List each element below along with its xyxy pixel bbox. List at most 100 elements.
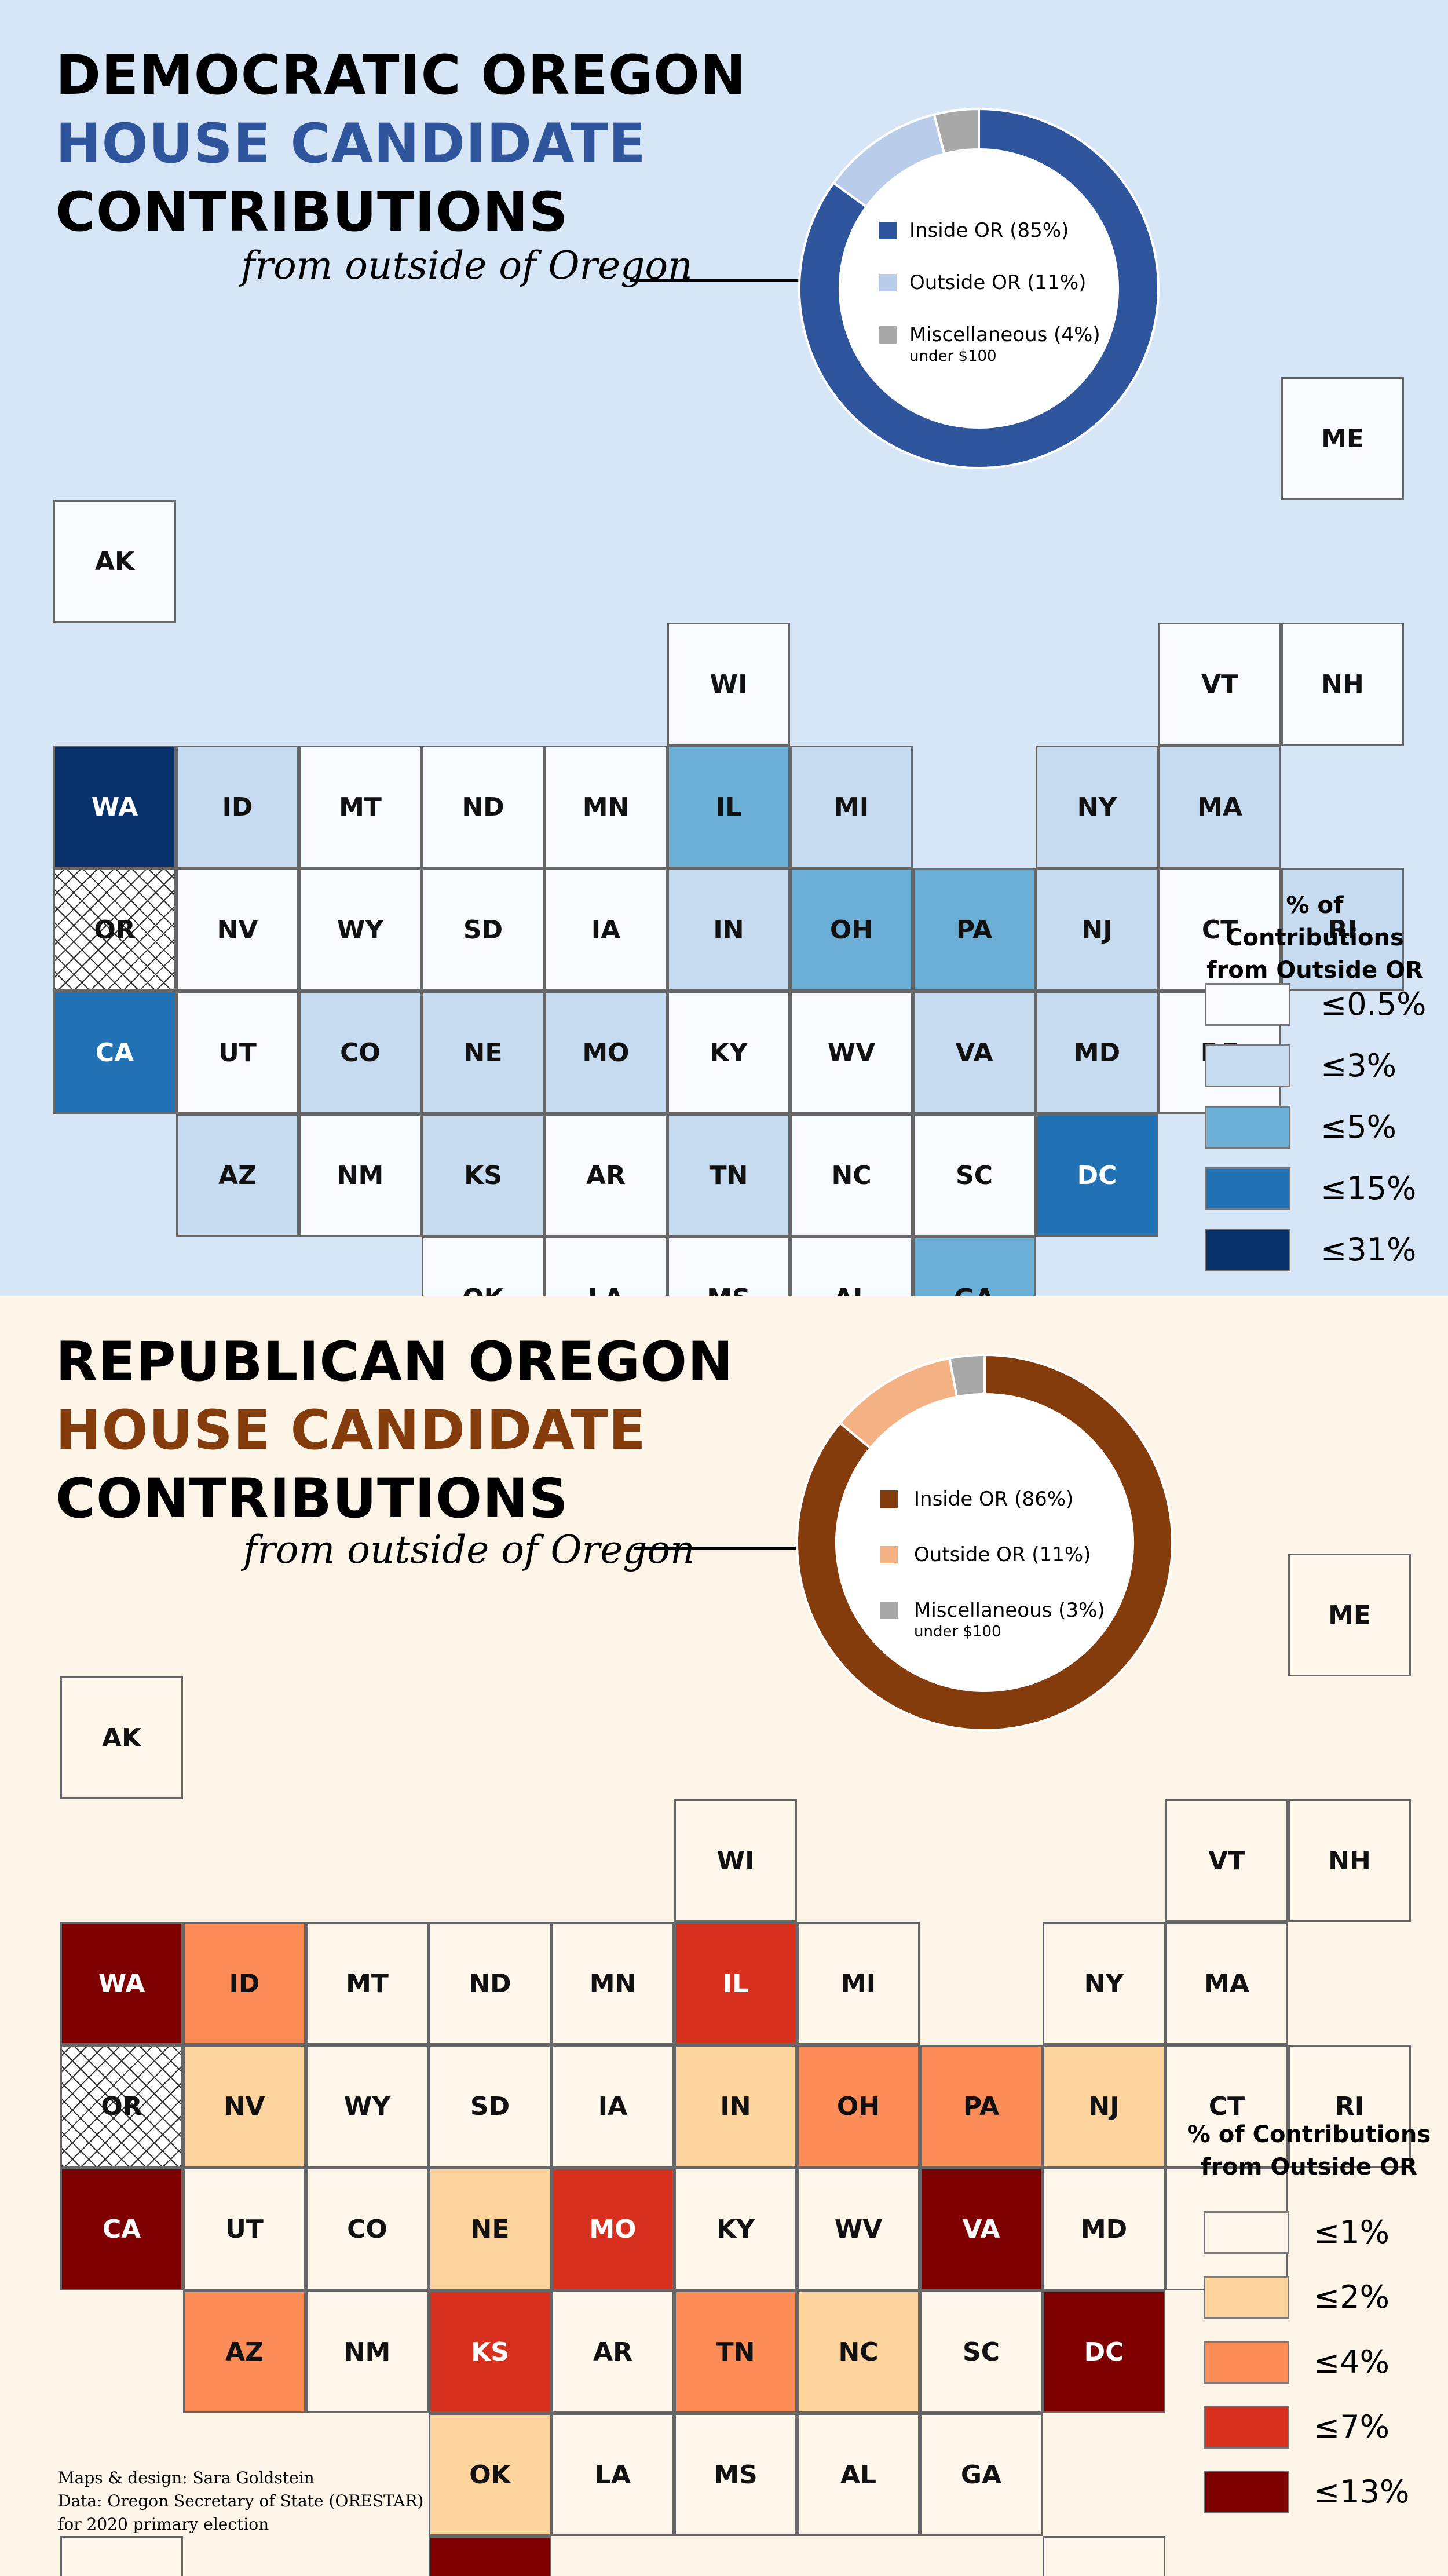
state-tile-md: MD <box>1043 2168 1165 2290</box>
state-tile-ok: OK <box>429 2413 551 2536</box>
state-tile-vt: VT <box>1158 623 1281 746</box>
state-label: KS <box>471 2337 509 2367</box>
donut-slice <box>798 107 1160 469</box>
state-label: LA <box>594 2460 631 2490</box>
donut-legend-label: Miscellaneous (3%) <box>914 1599 1105 1622</box>
state-label: IA <box>598 2091 628 2121</box>
state-label: MI <box>833 792 869 822</box>
state-label: WV <box>827 1037 876 1068</box>
state-tile-sc: SC <box>920 2290 1043 2413</box>
state-tile-ny: NY <box>1036 746 1158 868</box>
state-label: SC <box>956 1160 993 1190</box>
state-label: WY <box>343 2091 391 2121</box>
state-label: DC <box>1077 1160 1117 1190</box>
state-label: MA <box>1204 1968 1249 1998</box>
state-tile-mt: MT <box>306 1922 429 2045</box>
state-tile-nj: NJ <box>1043 2045 1165 2168</box>
donut-legend-label: Miscellaneous (4%) <box>909 323 1100 346</box>
state-label: AK <box>94 546 135 576</box>
rep-legend-title-line1: % of Contributions <box>1187 2121 1431 2148</box>
state-tile-tn: TN <box>667 1114 790 1237</box>
state-label: AZ <box>225 2337 264 2367</box>
state-tile-nv: NV <box>176 868 299 991</box>
rep-legend-title: % of Contributions from Outside OR <box>1182 2118 1436 2183</box>
state-label: DC <box>1084 2337 1124 2367</box>
state-tile-ar: AR <box>544 1114 667 1237</box>
state-label: OR <box>94 915 136 945</box>
state-label: MN <box>582 792 630 822</box>
state-label: CT <box>1201 915 1238 945</box>
state-tile-co: CO <box>299 991 422 1114</box>
state-label: ND <box>469 1968 511 1998</box>
state-label: WV <box>834 2214 883 2244</box>
state-label: NY <box>1084 1968 1124 1998</box>
state-label: NE <box>463 1037 503 1068</box>
state-label: CO <box>347 2214 387 2244</box>
state-label: MD <box>1080 2214 1128 2244</box>
donut-slice <box>933 107 980 155</box>
donut-legend-label: Inside OR (85%) <box>909 219 1069 242</box>
state-tile-az: AZ <box>183 2290 306 2413</box>
state-label: ME <box>1321 423 1364 454</box>
state-tile-ok: OK <box>422 1237 544 1296</box>
state-label: LA <box>588 1284 624 1296</box>
state-label: ME <box>1328 1600 1371 1630</box>
state-tile-pa: PA <box>920 2045 1043 2168</box>
donut-hole <box>838 1395 1132 1690</box>
state-tile-me: ME <box>1281 377 1404 500</box>
state-tile-nd: ND <box>422 746 544 868</box>
state-label: GA <box>960 2460 1002 2490</box>
state-tile-ia: IA <box>544 868 667 991</box>
state-tile-ca: CA <box>60 2168 183 2290</box>
state-label: IN <box>713 915 744 945</box>
legend-swatch <box>1204 2211 1289 2254</box>
credits-data-source: Data: Oregon Secretary of State (ORESTAR… <box>58 2491 424 2511</box>
state-tile-nj: NJ <box>1036 868 1158 991</box>
state-label: NY <box>1077 792 1117 822</box>
state-tile-id: ID <box>183 1922 306 2045</box>
dem-legend-title-line2: from Outside OR <box>1206 957 1423 984</box>
donut-legend-label: Inside OR (86%) <box>914 1488 1074 1511</box>
donut-legend-swatch <box>879 274 897 291</box>
state-tile-nv: NV <box>183 2045 306 2168</box>
state-tile-wi: WI <box>674 1799 797 1922</box>
state-label: MN <box>589 1968 637 1998</box>
state-label: MS <box>707 1284 750 1296</box>
state-tile-ct: CT <box>1165 2045 1288 2168</box>
donut-hole <box>841 151 1117 426</box>
rep-subtitle: from outside of Oregon <box>243 1528 695 1572</box>
state-tile-wy: WY <box>299 868 422 991</box>
state-tile-wv: WV <box>790 991 913 1114</box>
state-tile-ne: NE <box>429 2168 551 2290</box>
state-label: IA <box>591 915 621 945</box>
state-tile-mt: MT <box>299 746 422 868</box>
rep-donut-chart <box>796 1353 1173 1731</box>
state-tile-in: IN <box>667 868 790 991</box>
state-tile-al: AL <box>797 2413 920 2536</box>
state-tile-sc: SC <box>913 1114 1036 1237</box>
state-tile-wv: WV <box>797 2168 920 2290</box>
dem-legend-title: % of Contributions from Outside OR <box>1193 889 1436 986</box>
state-label: KS <box>464 1160 502 1190</box>
donut-slice <box>948 1353 986 1398</box>
rep-legend-title-line2: from Outside OR <box>1201 2154 1417 2180</box>
state-label: VA <box>955 1037 993 1068</box>
state-tile-oh: OH <box>790 868 913 991</box>
state-label: VT <box>1201 669 1239 699</box>
state-label: PA <box>956 915 993 945</box>
state-tile-dc: DC <box>1036 1114 1158 1237</box>
state-label: SD <box>470 2091 510 2121</box>
state-label: NC <box>831 1160 872 1190</box>
state-tile-ma: MA <box>1165 1922 1288 2045</box>
state-tile-mo: MO <box>544 991 667 1114</box>
legend-label: ≤13% <box>1314 2473 1410 2510</box>
state-tile-ak: AK <box>53 500 176 623</box>
state-label: CO <box>340 1037 381 1068</box>
state-tile-ms: MS <box>667 1237 790 1296</box>
state-label: OK <box>462 1284 504 1296</box>
state-label: UT <box>225 2214 264 2244</box>
state-label: MS <box>714 2460 758 2490</box>
state-label: MO <box>582 1037 630 1068</box>
legend-label: ≤2% <box>1314 2279 1390 2315</box>
state-label: OH <box>836 2091 880 2121</box>
